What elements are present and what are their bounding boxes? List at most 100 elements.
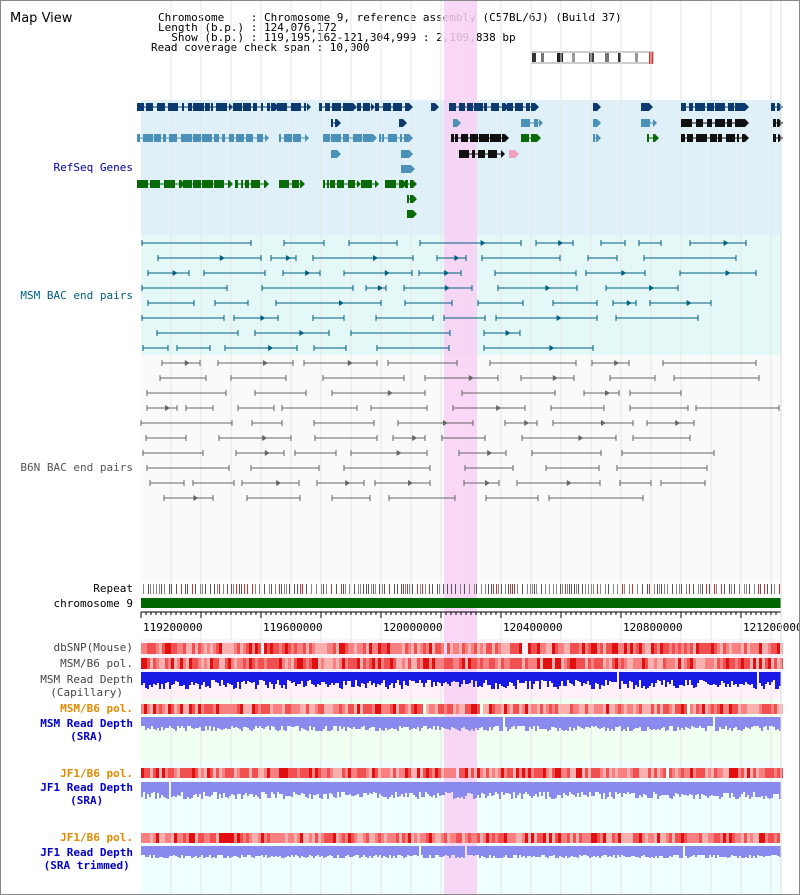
refseq-gene-strand-arrow	[409, 150, 413, 158]
jf1-depth-trimmed-bar	[501, 846, 503, 858]
msm-b6-pol-sra-heat	[372, 704, 375, 714]
msm-b6-pol-sra-heat	[576, 704, 579, 714]
msm-b6-pol-heat	[141, 658, 144, 669]
jf1-b6-pol-trimmed-heat	[573, 833, 576, 843]
repeat-element	[153, 584, 154, 594]
msm-b6-pol-heat	[525, 658, 528, 669]
jf1-depth-sra-bar	[563, 782, 565, 793]
jf1-depth-sra-bar	[241, 782, 243, 799]
msm-bac-track-label: MSM BAC end pairs	[20, 289, 133, 302]
repeat-element	[647, 584, 648, 594]
repeat-element	[576, 584, 577, 594]
refseq-gene-exon	[461, 134, 468, 142]
msm-b6-pol-sra-heat	[156, 704, 159, 714]
jf1-b6-pol-trimmed-heat	[639, 833, 642, 843]
jf1-depth-sra-bar	[747, 782, 749, 795]
msm-b6-pol-sra-heat	[174, 704, 177, 714]
jf1-b6-pol-sra-heat	[573, 768, 576, 778]
jf1-b6-pol-trimmed-heat	[702, 833, 705, 843]
jf1-b6-pol-trimmed-heat	[474, 833, 477, 843]
msm-depth-capillary-bar	[547, 672, 549, 687]
msm-depth-sra-bar	[697, 717, 699, 728]
refseq-gene-exon	[534, 119, 538, 127]
refseq-gene-exon	[407, 210, 413, 218]
msm-depth-capillary-bar	[731, 672, 733, 681]
dbsnp-heat	[498, 643, 501, 654]
repeat-element	[585, 584, 586, 594]
repeat-element	[373, 584, 374, 594]
msm-b6-pol-sra-heat	[180, 704, 183, 714]
jf1-depth-sra-bar	[411, 782, 413, 793]
msm-b6-pol-sra-heat	[258, 704, 261, 714]
jf1-b6-pol-sra-heat	[723, 768, 726, 778]
dbsnp-heat	[705, 643, 708, 654]
msm-b6-pol-sra-heat	[456, 704, 459, 714]
msm-depth-capillary-bar	[255, 672, 257, 689]
msm-depth-sra-bar	[567, 717, 569, 731]
jf1-b6-pol-sra-heat	[450, 768, 453, 778]
msm-depth-sra-bar	[631, 717, 633, 731]
jf1-b6-pol-sra-heat	[402, 768, 405, 778]
msm-b6-pol-heat	[423, 658, 426, 669]
repeat-element	[731, 584, 732, 594]
jf1-depth-trimmed-bar	[723, 846, 725, 857]
msm-depth-capillary-bar	[533, 672, 535, 684]
jf1-depth-sra-bar	[521, 782, 523, 799]
jf1-depth-trimmed-bar	[469, 846, 471, 855]
jf1-b6-pol-sra-heat	[228, 768, 231, 778]
jf1-depth-sra-bar	[207, 782, 209, 796]
msm-depth-capillary-bar	[323, 672, 325, 682]
refseq-gene-exon	[331, 119, 333, 127]
jf1-b6-pol-sra-heat	[642, 768, 645, 778]
repeat-element	[709, 584, 710, 594]
jf1-depth-trimmed-bar	[191, 846, 193, 858]
msm-b6-pol-heat	[537, 658, 540, 669]
msm-b6-pol-sra-heat	[573, 704, 576, 714]
refseq-gene-exon	[284, 134, 292, 142]
jf1-b6-pol-sra-heat	[297, 768, 300, 778]
dbsnp-heat	[627, 643, 630, 654]
jf1-depth-trimmed-bar	[553, 846, 555, 855]
msm-depth-capillary-bar	[193, 672, 195, 685]
jf1-depth-trimmed-bar	[477, 846, 479, 855]
jf1-b6-pol-trimmed-heat	[681, 833, 684, 843]
msm-depth-capillary-bar	[463, 672, 465, 680]
dbsnp-heat	[450, 643, 453, 654]
msm-depth-capillary-bar	[167, 672, 169, 682]
jf1-depth-sra-bar	[759, 782, 761, 797]
refseq-gene-exon	[531, 134, 537, 142]
jf1-b6-pol-sra-heat	[432, 768, 435, 778]
jf1-depth-trimmed-bar	[417, 846, 419, 856]
refseq-gene-exon	[407, 195, 409, 203]
msm-depth-capillary-bar	[699, 672, 701, 680]
msm-b6-pol-heat	[357, 658, 360, 669]
msm-depth-sra-bar	[521, 717, 523, 726]
msm-b6-pol-sra-heat	[543, 704, 546, 714]
refseq-gene-exon	[526, 103, 530, 111]
msm-bac-pair-marker	[260, 315, 266, 321]
dbsnp-heat	[510, 643, 513, 654]
repeat-element	[661, 584, 662, 594]
jf1-b6-pol-trimmed-heat	[768, 833, 771, 843]
msm-b6-pol-sra-heat	[432, 704, 435, 714]
jf1-depth-sra-bar	[623, 782, 625, 793]
jf1-b6-pol-trimmed-heat	[705, 833, 708, 843]
refseq-gene-exon	[205, 103, 210, 111]
jf1-b6-pol-trimmed-heat	[447, 833, 450, 843]
msm-b6-pol-heat	[384, 658, 387, 669]
jf1-depth-sra-bar	[701, 782, 703, 794]
dbsnp-heat	[591, 643, 594, 654]
msm-b6-pol-sra-heat	[216, 704, 219, 714]
msm-depth-sra-bar	[773, 717, 775, 727]
repeat-element	[632, 584, 633, 594]
msm-b6-pol-sra-heat	[591, 704, 594, 714]
refseq-gene-exon	[323, 134, 330, 142]
msm-b6-pol-heat	[144, 658, 147, 669]
jf1-depth-trimmed-bar	[379, 846, 381, 855]
msm-depth-sra-bar	[183, 717, 185, 728]
msm-depth-capillary-bar	[649, 672, 651, 686]
refseq-gene-exon	[641, 103, 649, 111]
msm-depth-capillary-bar	[645, 672, 647, 689]
jf1-b6-pol-sra-heat	[645, 768, 648, 778]
